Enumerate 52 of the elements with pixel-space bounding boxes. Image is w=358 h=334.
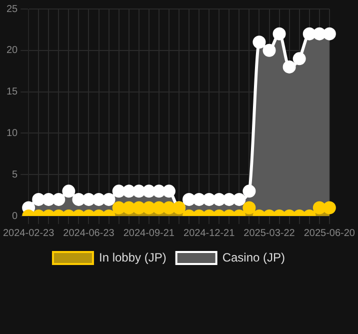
point [312,27,326,40]
x-tick-label: 2025-03-22 [244,228,296,239]
point [152,184,166,198]
point [322,27,336,40]
y-tick-label: 0 [12,210,18,222]
y-tick-label: 15 [6,86,18,98]
point [132,184,146,198]
point [152,201,166,214]
point [162,201,176,214]
point [92,192,106,206]
x-tick-label: 2025-06-20 [304,228,356,239]
point [322,201,336,214]
point [72,192,86,206]
point [112,184,126,198]
point [122,184,136,198]
point [132,201,146,214]
legend-label: In lobby (JP) [98,250,166,264]
point [282,60,296,74]
y-tick-label: 25 [6,4,18,15]
point [62,184,76,198]
point [232,192,246,206]
x-tick-label: 2024-12-21 [184,228,236,239]
point [142,201,156,214]
point [112,201,126,214]
point [262,44,276,57]
point [312,201,326,214]
point [202,192,216,206]
point [102,192,116,206]
point [222,192,236,206]
point [242,184,256,198]
point [162,184,176,198]
x-tick-label: 2024-02-23 [3,228,55,239]
point [32,192,46,206]
point [42,192,56,206]
point [292,52,306,66]
point [302,27,316,40]
point [122,201,136,214]
y-tick-label: 10 [6,128,18,139]
y-tick-label: 5 [12,169,18,180]
point [272,27,286,40]
point [242,201,256,214]
x-tick-label: 2024-09-21 [123,228,175,239]
point [182,192,196,206]
point [192,192,206,206]
point [82,192,96,206]
legend-label: Casino (JP) [222,250,286,264]
point [252,36,266,49]
point [142,184,156,198]
point [212,192,226,206]
y-tick-label: 20 [6,45,18,56]
x-tick-label: 2024-06-23 [63,228,115,239]
point [52,192,66,206]
